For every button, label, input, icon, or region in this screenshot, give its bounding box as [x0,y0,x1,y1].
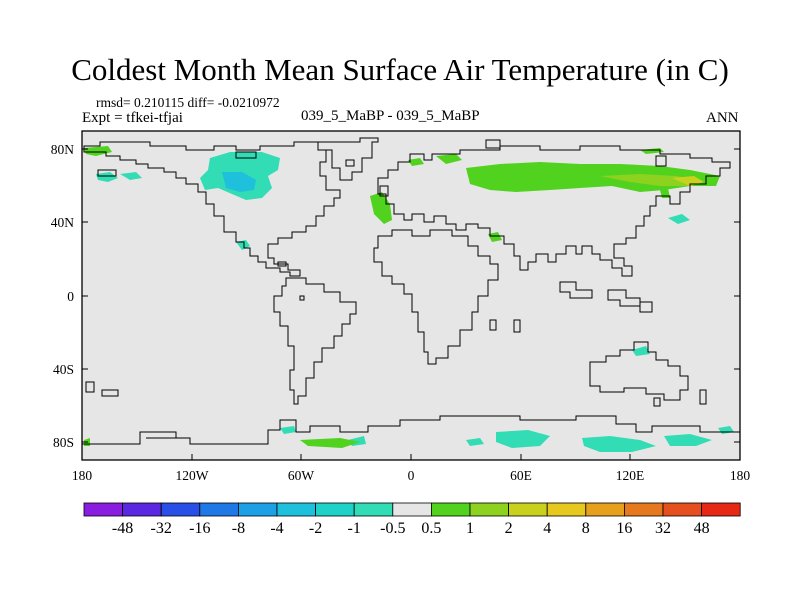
colorbar-label: -2 [309,520,322,537]
colorbar [83,502,741,517]
island-outline [639,301,653,313]
anomaly-patch [600,174,700,186]
island-outline [345,159,355,167]
colorbar-label: -16 [189,520,210,537]
anomaly-patch [488,232,502,242]
anomaly-patch [280,426,296,434]
continent-outline [589,341,689,401]
continent-outline [83,141,341,277]
colorbar-swatch [508,502,548,517]
colorbar-swatch [585,502,625,517]
anomaly-patch [84,146,112,156]
y-tick-label: 40S [53,362,74,377]
colorbar-label: 16 [616,520,632,537]
anomaly-patch [632,346,650,356]
anomaly-patch [496,430,550,448]
colorbar-swatch [122,502,162,517]
x-tick-label: 180 [72,468,93,483]
anomaly-patch [668,214,690,224]
colorbar-label: -8 [232,520,245,537]
island-outline [489,319,497,331]
x-tick-label: 120E [616,468,645,483]
island-outline [299,295,305,301]
colorbar-swatch [662,502,702,517]
colorbar-swatch [83,502,123,517]
continent-outline [82,415,740,445]
colorbar-label: 2 [505,520,513,537]
colorbar-swatch [392,502,432,517]
island-outline [379,185,389,197]
continent-outline [377,145,731,277]
island-outline [235,151,257,159]
colorbar-label: -0.5 [380,520,405,537]
colorbar-label: 0.5 [421,520,441,537]
colorbar-label: 8 [582,520,590,537]
colorbar-swatch [469,502,509,517]
island-outline [97,169,117,177]
colorbar-swatch [237,502,278,517]
colorbar-swatch [624,502,664,517]
anomaly-patch [664,434,712,446]
colorbar-label: 48 [694,520,710,537]
colorbar-swatch [701,502,741,517]
continent-outline [373,229,499,365]
anomaly-patch [582,436,656,452]
colorbar-swatch [315,502,355,517]
island-outline [653,397,661,407]
anomaly-patch [222,172,256,192]
colorbar-swatch [546,502,587,517]
axis-ticks [81,148,741,460]
anomaly-patch [96,172,118,182]
island-outline [699,389,707,405]
y-tick-label: 80N [51,142,75,157]
anomaly-patch [436,154,462,164]
x-tick-label: 60E [510,468,532,483]
colorbar-label: -32 [151,520,172,537]
colorbar-swatch [199,502,239,517]
anomaly-patch [120,172,142,180]
y-tick-label: 40N [51,215,75,230]
colorbar-labels: -48 -32 -16 -8 -4 -2 -1 -0.5 0.5 1 2 4 8 16 32 48 [112,520,710,537]
season-label: ANN [706,110,739,126]
x-tick-label: 60W [288,468,315,483]
colorbar-label: 1 [466,520,474,537]
island-outline [485,139,501,149]
continent-outline [273,277,357,405]
island-outline [277,261,287,267]
anomaly-shading [84,146,734,452]
stats-label: rmsd= 0.210115 diff= -0.0210972 [96,95,280,110]
island-outline [101,389,119,397]
coastlines [82,137,740,445]
island-outline [513,319,521,333]
anomaly-patch [300,438,360,448]
x-tick-label: 120W [176,468,209,483]
island-outline [655,155,667,167]
island-outline [85,381,95,393]
colorbar-swatch [353,502,394,517]
colorbar-label: -4 [270,520,283,537]
colorbar-swatch [160,502,201,517]
colorbar-swatch [430,502,471,517]
experiment-label: Expt = tfkei-tfjai [82,110,183,126]
tick-labels: 180 120W 60W 0 60E 120E 180 80N 40N 0 40… [51,142,751,483]
case-label: 039_5_MaBP - 039_5_MaBP [301,108,480,124]
y-tick-label: 0 [67,289,74,304]
colorbar-label: 32 [655,520,671,537]
anomaly-patch [408,158,424,166]
anomaly-patch [466,438,484,446]
island-outline [559,281,593,299]
colorbar-label: 4 [543,520,551,537]
chart-title: Coldest Month Mean Surface Air Temperatu… [71,52,729,87]
colorbar-swatch [276,502,316,517]
x-tick-label: 0 [408,468,415,483]
x-tick-label: 180 [730,468,751,483]
continent-outline [317,137,379,181]
colorbar-label: -48 [112,520,133,537]
colorbar-label: -1 [348,520,361,537]
y-tick-label: 80S [53,435,74,450]
